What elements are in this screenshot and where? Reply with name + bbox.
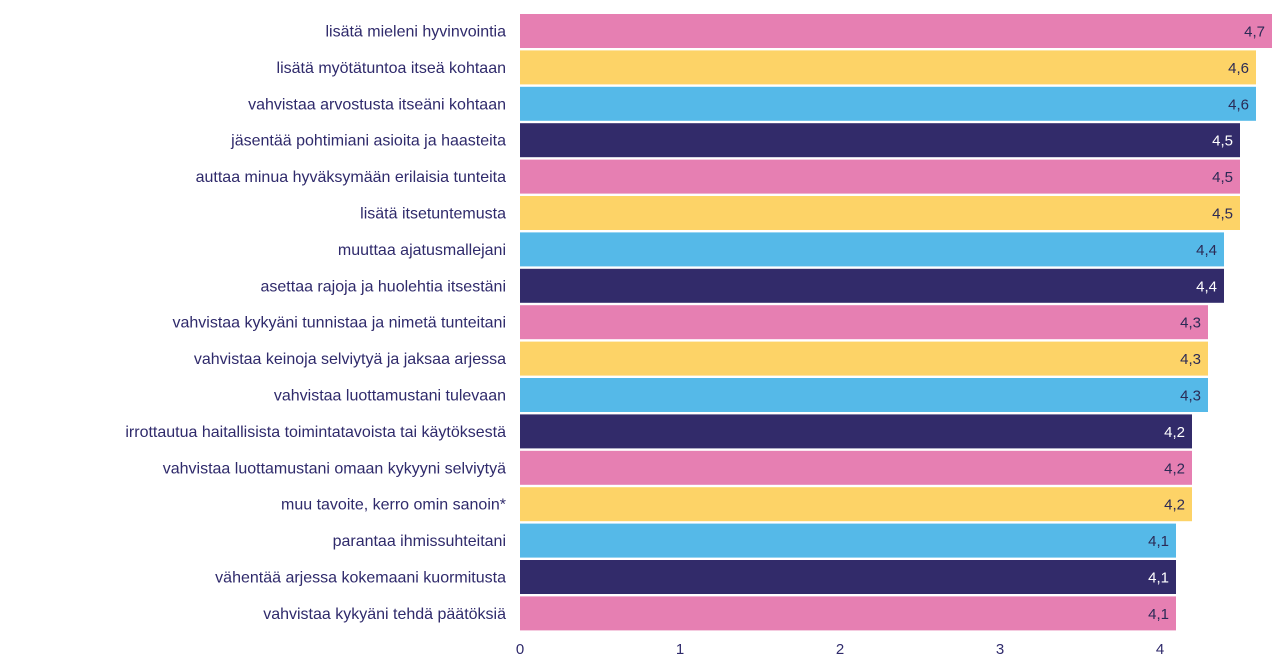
bar <box>520 305 1208 340</box>
bar <box>520 50 1256 85</box>
data-label: 4,2 <box>1164 424 1185 441</box>
data-label: 4,4 <box>1196 278 1217 295</box>
category-label: vahvistaa arvostusta itseäni kohtaan <box>248 96 506 113</box>
bar <box>520 268 1224 303</box>
category-label: vahvistaa luottamustani tulevaan <box>274 388 506 405</box>
category-labels-group: lisätä mieleni hyvinvointia lisätä myötät… <box>125 24 506 623</box>
data-label: 4,5 <box>1212 206 1233 223</box>
category-label: irrottautua haitallisista toimintatavois… <box>125 424 506 441</box>
data-label: 4,1 <box>1148 533 1169 550</box>
data-label: 4,3 <box>1180 351 1201 368</box>
bar <box>520 14 1272 48</box>
bar <box>520 378 1208 412</box>
category-label: auttaa minua hyväksymään erilaisia tunte… <box>196 169 506 186</box>
x-tick-label: 2 <box>836 641 844 657</box>
x-tick-label: 1 <box>676 641 684 657</box>
data-label: 4,2 <box>1164 460 1185 477</box>
category-label: muuttaa ajatusmallejani <box>338 242 506 259</box>
category-label: lisätä itsetuntemusta <box>360 206 506 223</box>
bar <box>520 450 1192 485</box>
data-label: 4,4 <box>1196 242 1217 259</box>
bar <box>520 523 1176 558</box>
x-tick-label: 0 <box>516 641 524 657</box>
category-label: vahvistaa kykyäni tehdä päätöksiä <box>263 606 506 623</box>
category-label: asettaa rajoja ja huolehtia itsestäni <box>261 278 507 295</box>
category-label: muu tavoite, kerro omin sanoin* <box>281 497 506 514</box>
bar <box>520 487 1192 522</box>
data-label: 4,2 <box>1164 497 1185 514</box>
data-label: 4,5 <box>1212 169 1233 186</box>
bar <box>520 596 1176 631</box>
bar <box>520 560 1176 594</box>
bar <box>520 232 1224 267</box>
data-label: 4,6 <box>1228 96 1249 113</box>
category-label: vähentää arjessa kokemaani kuormitusta <box>215 570 506 587</box>
bar <box>520 123 1240 158</box>
data-label: 4,1 <box>1148 606 1169 623</box>
data-label: 4,5 <box>1212 133 1233 150</box>
category-label: lisätä myötätuntoa itseä kohtaan <box>277 60 506 77</box>
category-label: vahvistaa luottamustani omaan kykyyni se… <box>163 460 506 477</box>
x-tick-label: 4 <box>1156 641 1164 657</box>
bars-group <box>520 14 1272 631</box>
value-labels-group: 4,7 4,6 4,6 4,5 4,5 4,5 4,4 4,4 4,3 4,3 4,3 4,2 4,2 4… <box>1148 24 1265 623</box>
bar <box>520 159 1240 194</box>
x-axis-ticks-group: 0 1 2 3 4 <box>516 641 1164 657</box>
data-label: 4,1 <box>1148 570 1169 587</box>
category-label: vahvistaa keinoja selviytyä ja jaksaa ar… <box>194 351 506 368</box>
category-label: lisätä mieleni hyvinvointia <box>325 24 506 41</box>
data-label: 4,6 <box>1228 60 1249 77</box>
category-label: parantaa ihmissuhteitani <box>333 533 506 550</box>
bar <box>520 196 1240 230</box>
data-label: 4,3 <box>1180 315 1201 332</box>
bar <box>520 86 1256 121</box>
x-tick-label: 3 <box>996 641 1004 657</box>
category-label: vahvistaa kykyäni tunnistaa ja nimetä tu… <box>172 315 506 332</box>
bar <box>520 414 1192 449</box>
data-label: 4,7 <box>1244 24 1265 41</box>
data-label: 4,3 <box>1180 388 1201 405</box>
category-label: jäsentää pohtimiani asioita ja haasteita <box>230 133 506 150</box>
bar <box>520 341 1208 376</box>
